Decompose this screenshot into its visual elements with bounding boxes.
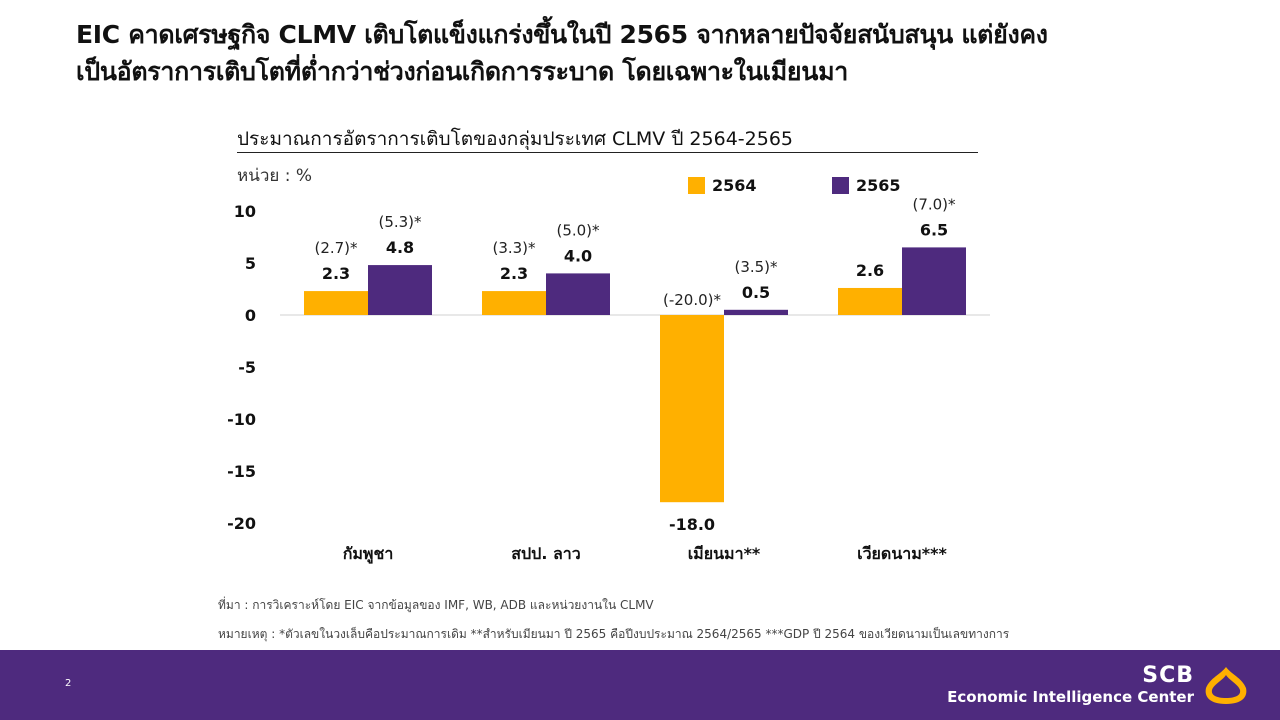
bar-2564-1 xyxy=(482,291,546,315)
bar-2564-2 xyxy=(660,315,724,503)
headline-line-1: EIC คาดเศรษฐกิจ CLMV เติบโตแข็งแกร่งขึ้น… xyxy=(76,20,1048,49)
bar-2565-3 xyxy=(902,247,966,315)
category-label: เวียดนาม*** xyxy=(857,544,947,563)
footnote-text: หมายเหตุ : *ตัวเลขในวงเล็บคือประมาณการเด… xyxy=(218,627,1010,641)
bar-chart: 10 5 0 -5 -10 -15 -20 2.3 (2.7)* 4.8 (5.3)* กัมพูชา… xyxy=(227,176,990,565)
category-label: สปป. ลาว xyxy=(511,544,581,563)
data-label: 2.3 xyxy=(322,264,350,283)
prior-estimate-label: (-20.0)* xyxy=(663,291,722,309)
y-tick-label: 10 xyxy=(234,202,256,221)
headline-line-2: เป็นอัตราการเติบโตที่ต่ำกว่าช่วงก่อนเกิด… xyxy=(76,57,848,86)
y-tick-label: -10 xyxy=(227,410,256,429)
bar-2564-3 xyxy=(838,287,902,315)
y-tick-label: -5 xyxy=(238,358,256,377)
bar-2564-0 xyxy=(304,291,368,315)
data-label: 2.6 xyxy=(856,261,884,280)
brand-subtitle: Economic Intelligence Center xyxy=(947,688,1194,706)
unit-label: หน่วย : % xyxy=(237,166,313,186)
prior-estimate-label: (5.3)* xyxy=(378,213,422,231)
y-tick-label: 5 xyxy=(245,254,256,273)
scb-logo-icon xyxy=(1205,667,1247,704)
legend-swatch-2565 xyxy=(832,177,849,194)
bar-2565-2 xyxy=(724,309,788,315)
data-label: 4.8 xyxy=(386,238,414,257)
category-label: เมียนมา** xyxy=(688,544,761,563)
prior-estimate-label: (5.0)* xyxy=(556,221,600,239)
brand-text: SCB Economic Intelligence Center xyxy=(947,663,1194,707)
data-label: 2.3 xyxy=(500,264,528,283)
data-label: 0.5 xyxy=(742,283,770,302)
data-label: 6.5 xyxy=(920,220,948,239)
legend-swatch-2564 xyxy=(688,177,705,194)
data-label: -18.0 xyxy=(669,515,715,534)
page-number: 2 xyxy=(65,678,72,689)
bar-2565-1 xyxy=(546,273,610,315)
legend-label: 2565 xyxy=(856,176,901,195)
category-label: กัมพูชา xyxy=(343,544,394,565)
bar-2565-0 xyxy=(368,265,432,315)
title-underline xyxy=(237,152,978,153)
footer-bar: 2 SCB Economic Intelligence Center xyxy=(0,650,1280,720)
y-tick-label: 0 xyxy=(245,306,256,325)
legend-label: 2564 xyxy=(712,176,757,195)
prior-estimate-label: (7.0)* xyxy=(912,195,956,213)
headline: EIC คาดเศรษฐกิจ CLMV เติบโตแข็งแกร่งขึ้น… xyxy=(76,16,1226,90)
source-text: ที่มา : การวิเคราะห์โดย EIC จากข้อมูลของ… xyxy=(218,598,654,612)
chart-title: ประมาณการอัตราการเติบโตของกลุ่มประเทศ CL… xyxy=(237,128,793,150)
brand-name: SCB xyxy=(1142,663,1194,688)
y-tick-label: -20 xyxy=(227,514,256,533)
prior-estimate-label: (2.7)* xyxy=(314,239,358,257)
prior-estimate-label: (3.3)* xyxy=(492,239,536,257)
y-tick-label: -15 xyxy=(227,462,256,481)
data-label: 4.0 xyxy=(564,246,592,265)
prior-estimate-label: (3.5)* xyxy=(734,258,778,276)
